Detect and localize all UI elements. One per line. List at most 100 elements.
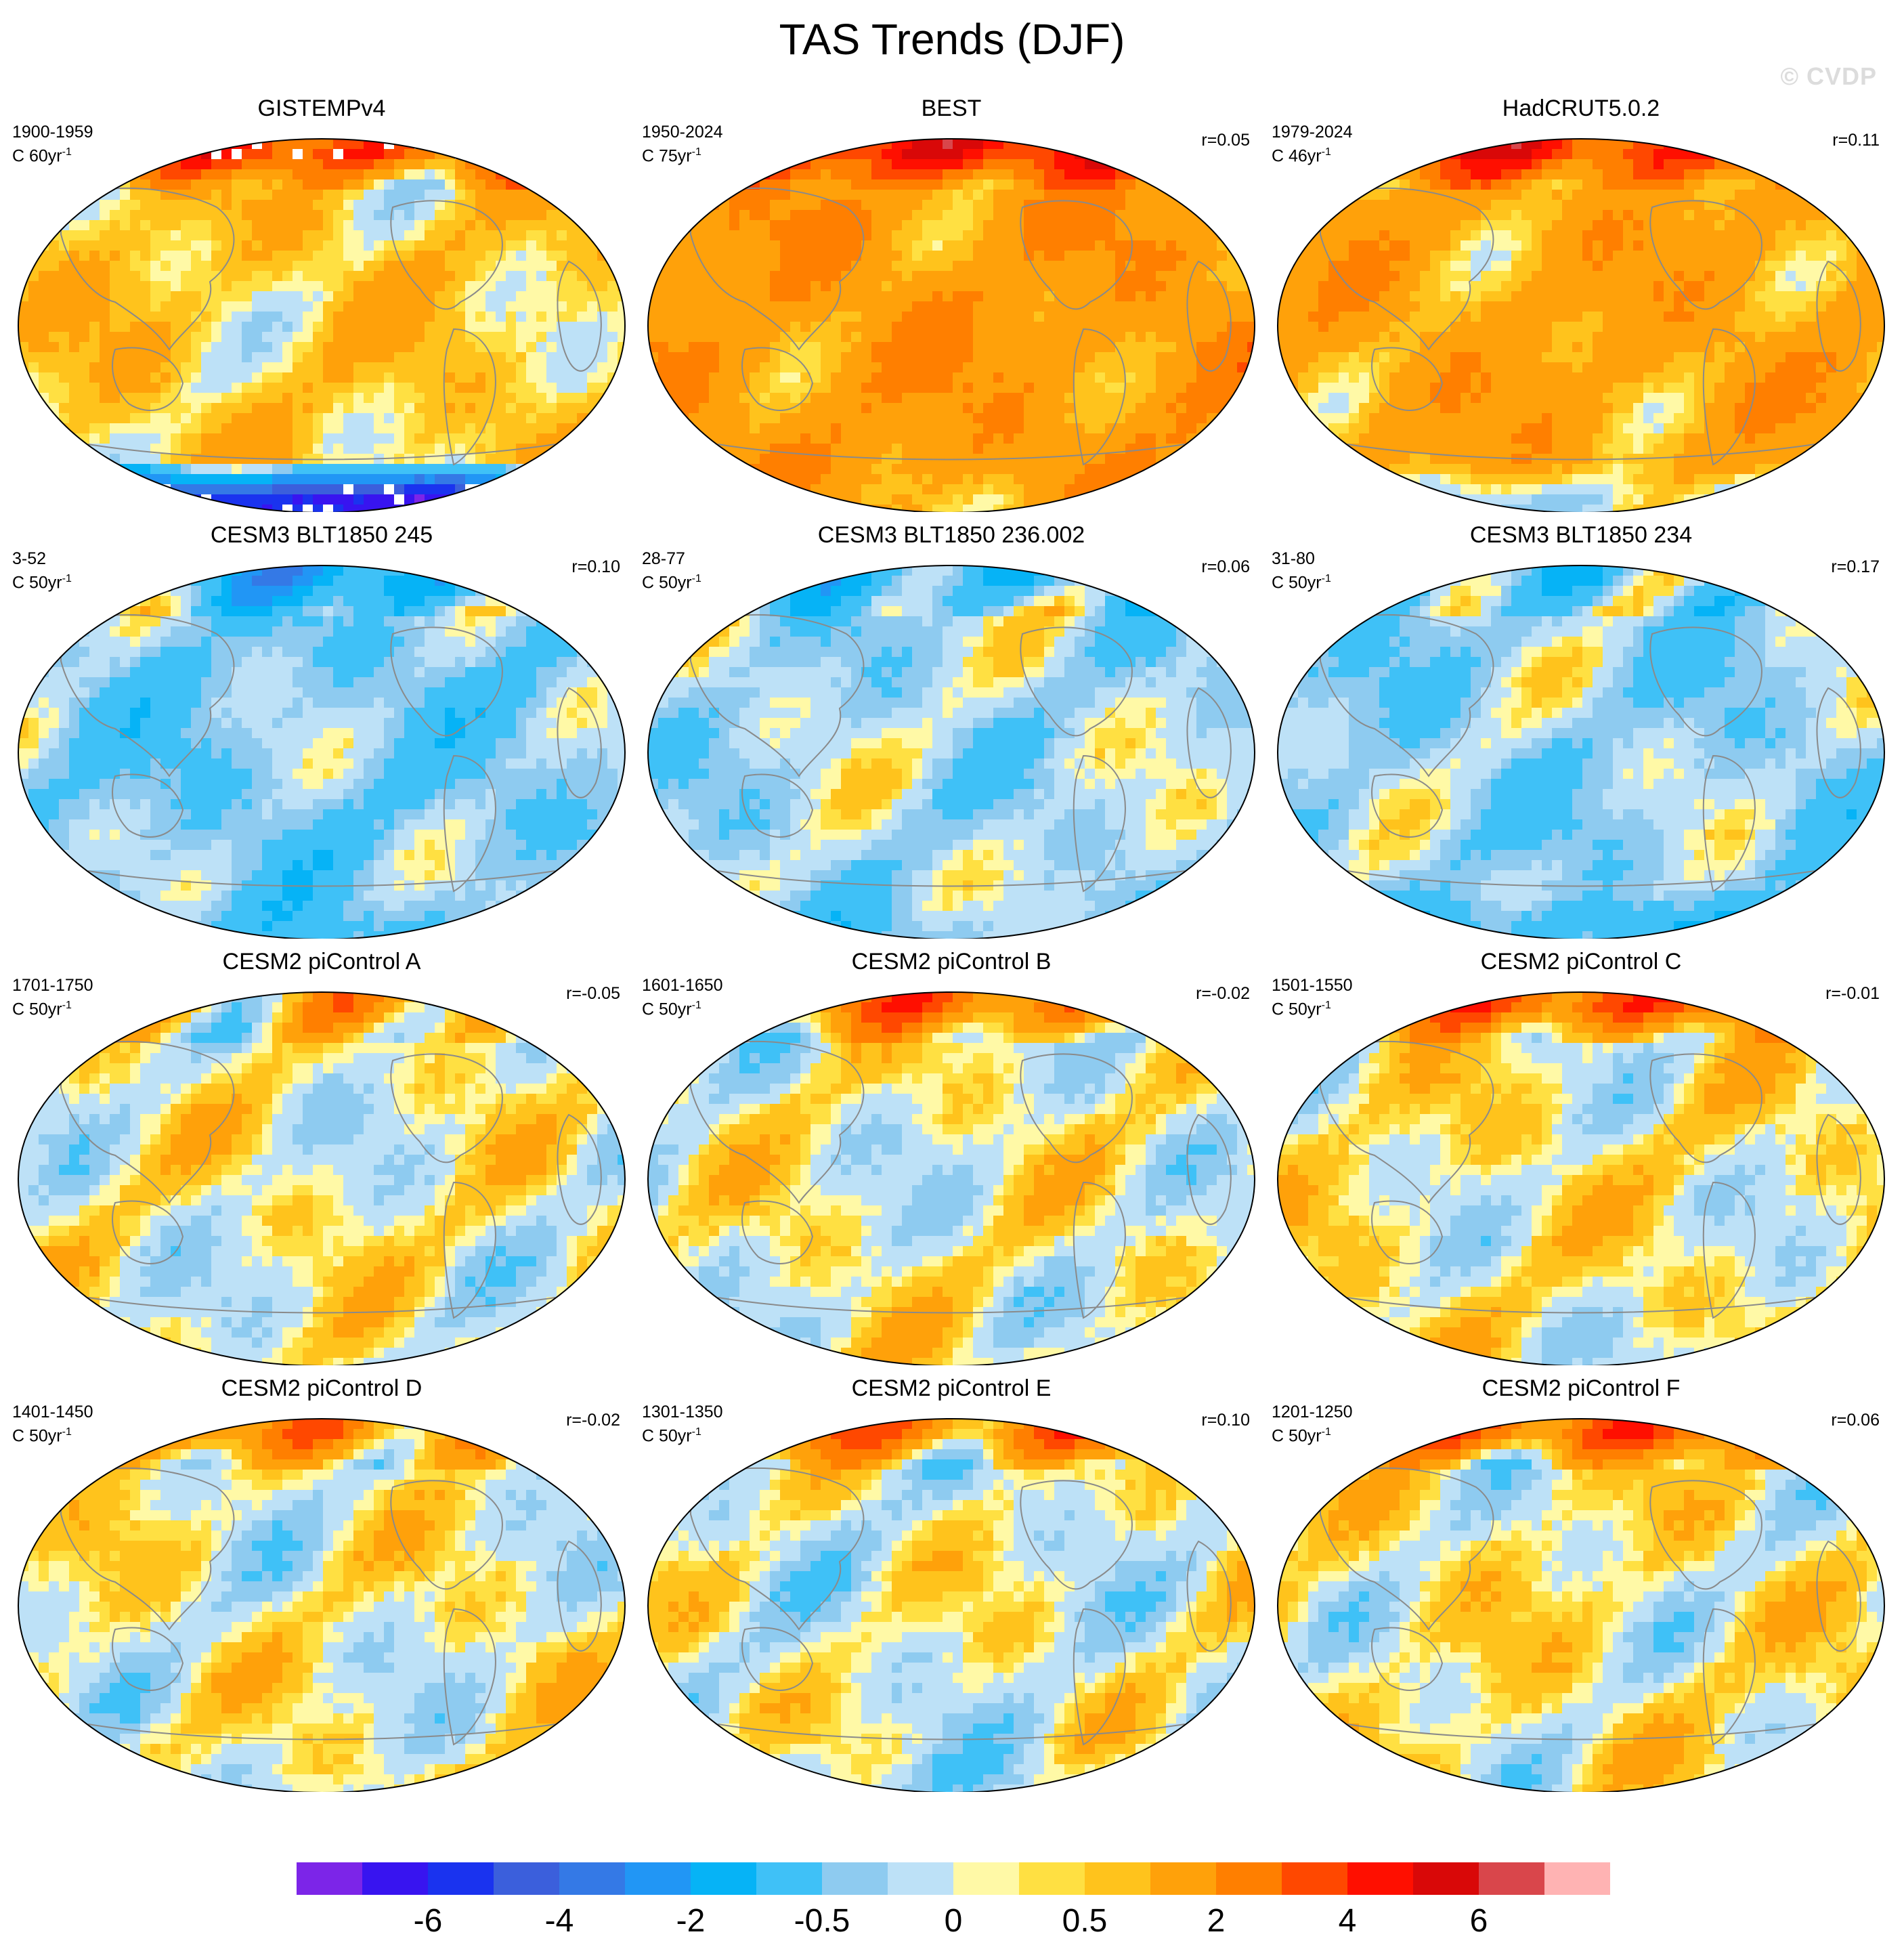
trend-cell <box>59 169 70 180</box>
trend-cell <box>597 433 608 444</box>
trend-cell <box>780 413 791 424</box>
trend-cell <box>1115 291 1126 302</box>
trend-cell <box>160 433 171 444</box>
trend-cell <box>49 423 60 434</box>
trend-cell <box>780 505 791 512</box>
trend-cell <box>526 494 537 505</box>
trend-cell <box>89 230 100 241</box>
trend-cell <box>455 413 466 424</box>
trend-cell <box>313 169 324 180</box>
trend-cell <box>384 444 395 454</box>
trend-cell <box>892 190 903 200</box>
trend-cell <box>607 149 618 160</box>
cvdp-watermark: © CVDP <box>1780 62 1877 91</box>
trend-cell <box>404 423 415 434</box>
trend-cell <box>1481 210 1492 221</box>
trend-cell <box>871 484 882 495</box>
trend-cell <box>1146 484 1156 495</box>
trend-cell <box>1186 403 1197 414</box>
trend-cell <box>821 322 831 333</box>
trend-cell <box>577 179 588 190</box>
trend-cell <box>831 362 842 373</box>
trend-cell <box>333 484 344 495</box>
trend-cell <box>607 251 618 261</box>
trend-cell <box>39 190 49 200</box>
trend-cell <box>953 383 964 393</box>
trend-cell <box>293 261 303 272</box>
trend-cell <box>110 220 121 231</box>
trend-cell <box>1420 139 1431 150</box>
trend-cell <box>506 474 517 485</box>
trend-cell <box>689 454 699 465</box>
trend-cell <box>760 149 771 160</box>
trend-cell <box>364 149 374 160</box>
trend-cell <box>678 190 689 200</box>
trend-cell <box>414 261 425 272</box>
trend-cell <box>1653 159 1664 170</box>
trend-cell <box>790 464 801 475</box>
trend-cell <box>59 372 70 383</box>
trend-cell <box>18 383 29 393</box>
trend-cell <box>973 159 984 170</box>
trend-map <box>647 138 1255 512</box>
trend-cell <box>1186 312 1197 322</box>
trend-cell <box>475 149 486 160</box>
trend-cell <box>1075 271 1085 282</box>
trend-cell <box>69 322 80 333</box>
trend-cell <box>1156 240 1167 251</box>
trend-cell <box>201 190 212 200</box>
trend-cell <box>120 169 131 180</box>
trend-cell <box>282 393 293 404</box>
trend-cell <box>69 291 80 302</box>
trend-cell <box>364 444 374 454</box>
trend-cell <box>303 322 313 333</box>
trend-cell <box>49 322 60 333</box>
trend-cell <box>374 423 385 434</box>
trend-cell <box>699 271 710 282</box>
trend-cell <box>120 474 131 485</box>
trend-cell <box>181 291 192 302</box>
trend-cell <box>89 281 100 292</box>
trend-cell <box>658 423 669 434</box>
trend-cell <box>130 372 141 383</box>
trend-cell <box>780 281 791 292</box>
trend-cell <box>618 474 625 485</box>
trend-cell <box>343 210 354 221</box>
trend-cell <box>445 220 456 231</box>
trend-cell <box>79 230 90 241</box>
trend-cell <box>1075 210 1085 221</box>
trend-cell <box>1521 179 1532 190</box>
trend-cell <box>191 251 202 261</box>
coastline <box>443 328 496 466</box>
trend-cell <box>1786 149 1796 160</box>
trend-cell <box>201 383 212 393</box>
trend-cell <box>821 332 831 343</box>
trend-cell <box>252 403 263 414</box>
trend-cell <box>597 261 608 272</box>
trend-cell <box>1664 190 1674 200</box>
trend-cell <box>191 159 202 170</box>
trend-cell <box>1227 362 1238 373</box>
trend-cell <box>1237 474 1248 485</box>
trend-cell <box>455 291 466 302</box>
trend-cell <box>485 423 496 434</box>
trend-cell <box>242 230 253 241</box>
trend-cell <box>353 190 364 200</box>
trend-cell <box>912 301 923 312</box>
trend-cell <box>1034 159 1045 170</box>
trend-cell <box>1196 271 1207 282</box>
trend-cell <box>414 474 425 485</box>
trend-cell <box>526 393 537 404</box>
trend-cell <box>607 403 618 414</box>
trend-cell <box>678 433 689 444</box>
trend-cell <box>394 484 405 495</box>
trend-cell <box>191 281 202 292</box>
trend-cell <box>526 240 537 251</box>
trend-cell <box>110 342 121 353</box>
trend-cell <box>882 230 892 241</box>
trend-cell <box>993 169 1004 180</box>
trend-cell <box>902 149 913 160</box>
trend-cell <box>333 505 344 512</box>
trend-cell <box>303 139 313 150</box>
trend-cell <box>668 403 679 414</box>
